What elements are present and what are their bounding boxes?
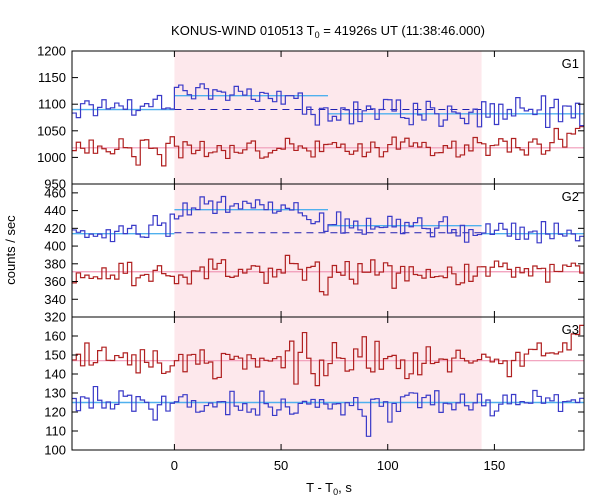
series-layer <box>72 83 584 437</box>
g1-ytick-label: 1200 <box>37 44 66 59</box>
g1-ytick-label: 950 <box>44 177 66 192</box>
g2-ytick-label: 440 <box>44 203 66 218</box>
x-tick-label: 150 <box>484 458 506 473</box>
x-tick-label: 0 <box>171 458 178 473</box>
g2-ytick-label: 460 <box>44 185 66 200</box>
g2-ytick-label: 360 <box>44 274 66 289</box>
g2-ytick-label: 400 <box>44 239 66 254</box>
x-tick-label: 50 <box>274 458 288 473</box>
x-tick-label: 100 <box>377 458 399 473</box>
g1-red-series <box>72 126 584 167</box>
g3-red-series <box>72 324 584 387</box>
g3-ytick-label: 120 <box>44 405 66 420</box>
g3-ytick-label: 140 <box>44 367 66 382</box>
g3-ytick-label: 160 <box>44 329 66 344</box>
chart-title: KONUS-WIND 010513 T0 = 41926s UT (11:38:… <box>171 23 485 40</box>
x-axis-label: T - T0, s <box>306 480 352 497</box>
g1-ytick-label: 1100 <box>38 97 66 112</box>
g2-panel-label: G2 <box>562 189 579 204</box>
axes-layer: 95010001050110011501200G1320340360380400… <box>37 44 585 473</box>
g3-ytick-label: 100 <box>44 443 66 458</box>
g3-ytick-label: 110 <box>45 424 66 439</box>
g1-ytick-label: 1000 <box>37 150 66 165</box>
g1-ytick-label: 1050 <box>37 123 66 138</box>
g3-ytick-label: 150 <box>44 348 66 363</box>
g2-ytick-label: 420 <box>44 221 66 236</box>
g1-blue-series <box>72 83 584 129</box>
g2-ytick-label: 320 <box>44 310 66 325</box>
g3-panel-label: G3 <box>562 322 579 337</box>
g3-frame <box>71 316 585 451</box>
g2-ytick-label: 380 <box>44 256 66 271</box>
g3-blue-series <box>72 385 584 437</box>
g2-blue-series <box>72 195 584 244</box>
y-axis-label: counts / sec <box>3 215 18 285</box>
g1-panel-label: G1 <box>562 56 579 71</box>
g3-ytick-label: 130 <box>44 386 66 401</box>
g1-ytick-label: 1150 <box>38 70 66 85</box>
g2-ytick-label: 340 <box>44 292 66 307</box>
g2-red-series <box>72 254 584 296</box>
